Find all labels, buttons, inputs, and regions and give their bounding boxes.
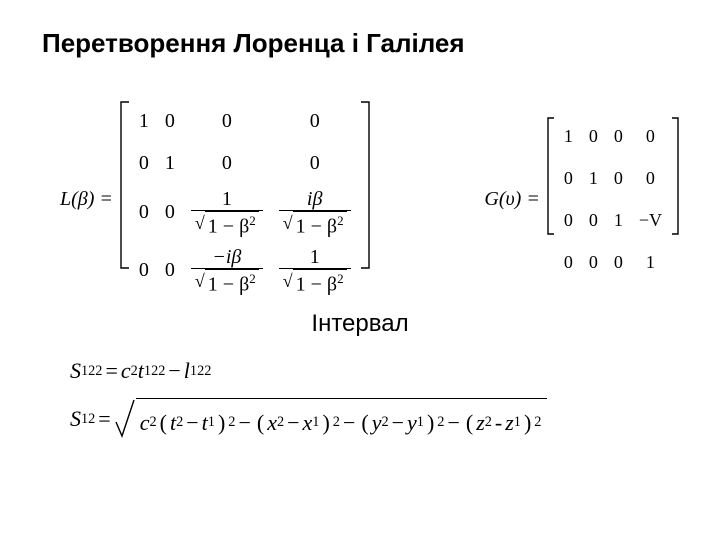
- cell-frac: 1 √1 − β2: [183, 184, 271, 242]
- cell: 0: [631, 116, 670, 158]
- cell: 1: [131, 100, 157, 142]
- cell: 0: [157, 184, 183, 242]
- cell: 0: [131, 184, 157, 242]
- interval-formulas: S122 = c2 t122 − l122 S12 = c2 (t2 −t1)2…: [70, 358, 547, 454]
- lorentz-bracket: 1 0 0 0 0 1 0 0 0 0: [119, 100, 371, 299]
- cell: 0: [131, 142, 157, 184]
- interval-line1: S122 = c2 t122 − l122: [70, 358, 547, 384]
- radicand: c2 (t2 −t1)2 − (x2 −x1)2 − (y2 −y1)2 − (…: [136, 398, 548, 440]
- cell: 0: [631, 158, 670, 200]
- cell: 1: [157, 142, 183, 184]
- cell: 0: [556, 242, 581, 284]
- right-bracket-icon: [359, 100, 371, 270]
- cell: 1: [556, 116, 581, 158]
- cell-frac: iβ √1 − β2: [271, 184, 359, 242]
- cell: 0: [183, 142, 271, 184]
- cell: 1: [606, 200, 631, 242]
- galilei-matrix: G(υ) = 1 0 0 0 0 1 0 0: [484, 116, 680, 284]
- page-title: Перетворення Лоренца і Галілея: [42, 28, 465, 59]
- cell-frac: 1 √1 − β2: [271, 242, 359, 300]
- cell: 0: [606, 158, 631, 200]
- cell: 0: [556, 200, 581, 242]
- cell: −V: [631, 200, 670, 242]
- galilei-lhs: G(υ) =: [484, 188, 539, 211]
- cell: 0: [271, 142, 359, 184]
- left-bracket-icon: [546, 116, 556, 236]
- cell: 0: [606, 242, 631, 284]
- left-bracket-icon: [119, 100, 131, 270]
- cell: 0: [157, 242, 183, 300]
- cell: 0: [581, 242, 606, 284]
- heading-interval: Інтервал: [0, 310, 720, 338]
- cell: 0: [581, 200, 606, 242]
- cell: 0: [271, 100, 359, 142]
- formulas-row: L(β) = 1 0 0 0 0 1 0 0: [60, 100, 680, 299]
- cell: 0: [556, 158, 581, 200]
- radical-icon: [114, 398, 136, 440]
- cell: 0: [581, 116, 606, 158]
- cell-frac: −iβ √1 − β2: [183, 242, 271, 300]
- lorentz-matrix: L(β) = 1 0 0 0 0 1 0 0: [60, 100, 371, 299]
- galilei-bracket: 1 0 0 0 0 1 0 0 0 0 1 −V: [546, 116, 680, 284]
- lorentz-table: 1 0 0 0 0 1 0 0 0 0: [131, 100, 359, 299]
- cell: 1: [631, 242, 670, 284]
- cell: 0: [157, 100, 183, 142]
- right-bracket-icon: [670, 116, 680, 236]
- galilei-table: 1 0 0 0 0 1 0 0 0 0 1 −V: [556, 116, 670, 284]
- cell: 0: [606, 116, 631, 158]
- cell: 0: [183, 100, 271, 142]
- lorentz-lhs: L(β) =: [60, 188, 113, 211]
- cell: 0: [131, 242, 157, 300]
- interval-line2: S12 = c2 (t2 −t1)2 − (x2 −x1)2 − (y2 −y1…: [70, 398, 547, 440]
- long-sqrt: c2 (t2 −t1)2 − (x2 −x1)2 − (y2 −y1)2 − (…: [114, 398, 548, 440]
- cell: 1: [581, 158, 606, 200]
- slide: Перетворення Лоренца і Галілея L(β) = 1 …: [0, 0, 720, 540]
